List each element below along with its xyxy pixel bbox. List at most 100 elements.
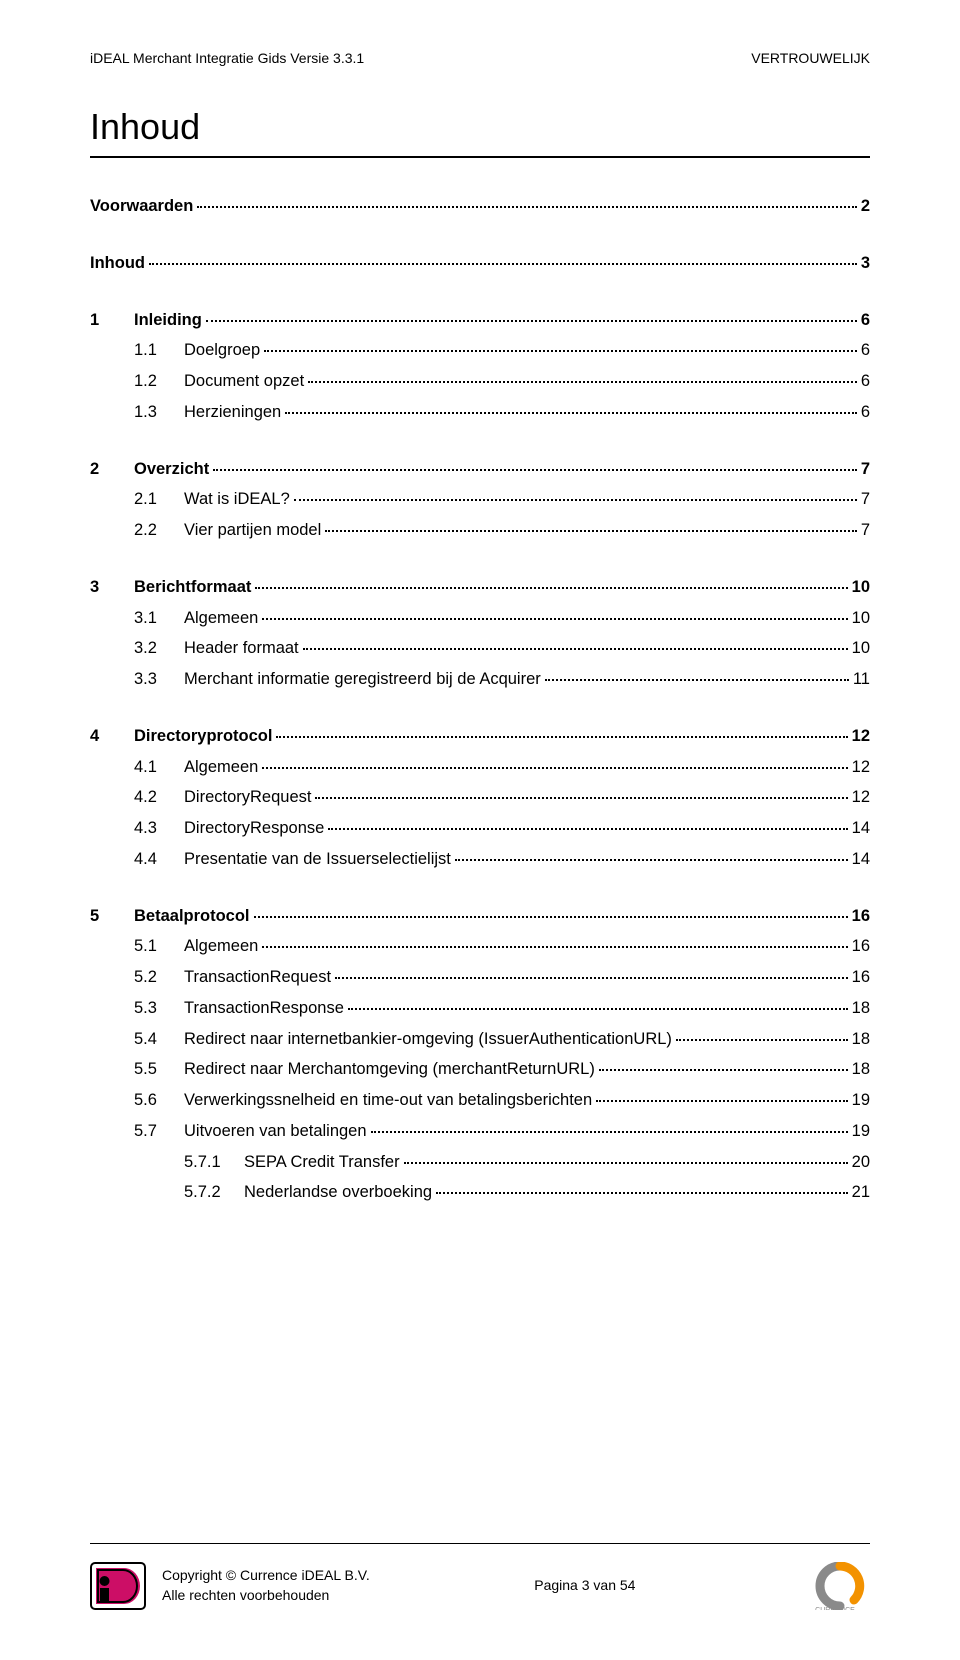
toc-entry-number: 2 bbox=[90, 457, 134, 482]
toc-entry-page: 6 bbox=[861, 369, 870, 394]
toc-entry-label: Voorwaarden bbox=[90, 194, 193, 219]
toc-entry-number: 5.5 bbox=[134, 1057, 184, 1082]
footer-row: Copyright © Currence iDEAL B.V. Alle rec… bbox=[90, 1562, 870, 1610]
header-left: iDEAL Merchant Integratie Gids Versie 3.… bbox=[90, 50, 364, 66]
toc-entry: 3.1Algemeen 10 bbox=[134, 606, 870, 631]
document-page: iDEAL Merchant Integratie Gids Versie 3.… bbox=[0, 0, 960, 1660]
toc-entry-page: 6 bbox=[861, 308, 870, 333]
toc-entry: 5.2TransactionRequest16 bbox=[134, 965, 870, 990]
page-title: Inhoud bbox=[90, 106, 870, 148]
toc-leader-dots bbox=[436, 1192, 848, 1194]
toc-entry: 4Directoryprotocol12 bbox=[90, 724, 870, 749]
toc-leader-dots bbox=[676, 1039, 848, 1041]
toc-leader-dots bbox=[294, 499, 857, 501]
toc-entry-number: 4.1 bbox=[134, 755, 184, 780]
toc-entry-label: SEPA Credit Transfer bbox=[244, 1150, 400, 1175]
toc-entry-page: 10 bbox=[852, 636, 870, 661]
toc-entry-page: 6 bbox=[861, 338, 870, 363]
toc-entry: 1.1Doelgroep 6 bbox=[134, 338, 870, 363]
toc-entry-page: 14 bbox=[852, 847, 870, 872]
toc-entry-number: 3 bbox=[90, 575, 134, 600]
toc-leader-dots bbox=[335, 977, 848, 979]
toc-entry-label: Inleiding bbox=[134, 308, 202, 333]
toc-entry-page: 10 bbox=[852, 606, 870, 631]
toc-entry-label: Wat is iDEAL? bbox=[184, 487, 290, 512]
toc-leader-dots bbox=[206, 320, 857, 322]
toc-entry-number: 5.3 bbox=[134, 996, 184, 1021]
ideal-logo-icon bbox=[90, 1562, 146, 1610]
toc-entry: 5.3TransactionResponse 18 bbox=[134, 996, 870, 1021]
toc-entry-page: 19 bbox=[852, 1088, 870, 1113]
footer-copyright: Copyright © Currence iDEAL B.V. bbox=[162, 1566, 370, 1586]
toc-leader-dots bbox=[213, 469, 857, 471]
page-footer: Copyright © Currence iDEAL B.V. Alle rec… bbox=[90, 1543, 870, 1610]
toc-entry-label: Algemeen bbox=[184, 606, 258, 631]
toc-entry-label: Verwerkingssnelheid en time-out van beta… bbox=[184, 1088, 592, 1113]
toc-leader-dots bbox=[348, 1008, 848, 1010]
toc-group-gap bbox=[90, 431, 870, 457]
toc-entry-page: 18 bbox=[852, 996, 870, 1021]
toc-entry-page: 21 bbox=[852, 1180, 870, 1205]
toc-entry: 1.3Herzieningen6 bbox=[134, 400, 870, 425]
toc-entry-label: TransactionResponse bbox=[184, 996, 344, 1021]
footer-rights: Alle rechten voorbehouden bbox=[162, 1586, 370, 1606]
toc-entry-number: 5.7.2 bbox=[184, 1180, 244, 1205]
toc-group-gap bbox=[90, 282, 870, 308]
toc-entry-label: TransactionRequest bbox=[184, 965, 331, 990]
toc-leader-dots bbox=[599, 1069, 848, 1071]
toc-leader-dots bbox=[303, 648, 848, 650]
toc-entry-label: Berichtformaat bbox=[134, 575, 251, 600]
toc-entry: 4.4Presentatie van de Issuerselectielijs… bbox=[134, 847, 870, 872]
footer-left: Copyright © Currence iDEAL B.V. Alle rec… bbox=[90, 1562, 370, 1610]
toc-leader-dots bbox=[262, 618, 847, 620]
toc-entry-page: 16 bbox=[852, 934, 870, 959]
currence-logo-icon: CURRENCE bbox=[800, 1562, 870, 1610]
toc-entry: 2Overzicht7 bbox=[90, 457, 870, 482]
toc-leader-dots bbox=[325, 530, 857, 532]
toc-entry-number: 5 bbox=[90, 904, 134, 929]
toc-leader-dots bbox=[455, 859, 848, 861]
toc-entry-page: 12 bbox=[852, 755, 870, 780]
toc-entry-label: Merchant informatie geregistreerd bij de… bbox=[184, 667, 541, 692]
toc-entry-number: 5.7.1 bbox=[184, 1150, 244, 1175]
toc-entry-number: 2.2 bbox=[134, 518, 184, 543]
toc-entry-number: 3.1 bbox=[134, 606, 184, 631]
toc-entry: 5.4Redirect naar internetbankier-omgevin… bbox=[134, 1027, 870, 1052]
page-header: iDEAL Merchant Integratie Gids Versie 3.… bbox=[90, 50, 870, 66]
toc-entry: Inhoud 3 bbox=[90, 251, 870, 276]
toc-entry-label: DirectoryResponse bbox=[184, 816, 324, 841]
toc-entry-label: Inhoud bbox=[90, 251, 145, 276]
toc-leader-dots bbox=[404, 1162, 848, 1164]
toc-group-gap bbox=[90, 878, 870, 904]
toc-entry-label: Doelgroep bbox=[184, 338, 260, 363]
toc-leader-dots bbox=[149, 263, 857, 265]
toc-entry-number: 4.4 bbox=[134, 847, 184, 872]
toc-leader-dots bbox=[315, 797, 847, 799]
toc-entry-page: 7 bbox=[861, 518, 870, 543]
toc-entry-number: 1.1 bbox=[134, 338, 184, 363]
toc-leader-dots bbox=[254, 916, 848, 918]
toc-entry-page: 3 bbox=[861, 251, 870, 276]
toc-entry-page: 19 bbox=[852, 1119, 870, 1144]
toc-leader-dots bbox=[262, 946, 847, 948]
footer-text: Copyright © Currence iDEAL B.V. Alle rec… bbox=[162, 1566, 370, 1605]
toc-entry: 5.6Verwerkingssnelheid en time-out van b… bbox=[134, 1088, 870, 1113]
toc-entry-number: 4.2 bbox=[134, 785, 184, 810]
toc-entry-label: Uitvoeren van betalingen bbox=[184, 1119, 367, 1144]
toc-entry: 4.3DirectoryResponse14 bbox=[134, 816, 870, 841]
toc-entry: 1Inleiding 6 bbox=[90, 308, 870, 333]
toc-entry: Voorwaarden2 bbox=[90, 194, 870, 219]
toc-entry-number: 1 bbox=[90, 308, 134, 333]
toc-entry-number: 3.2 bbox=[134, 636, 184, 661]
toc-leader-dots bbox=[264, 350, 857, 352]
toc-leader-dots bbox=[262, 767, 847, 769]
toc-entry-label: Algemeen bbox=[184, 755, 258, 780]
toc-leader-dots bbox=[255, 587, 847, 589]
svg-text:CURRENCE: CURRENCE bbox=[815, 1607, 855, 1610]
toc-entry-number: 4 bbox=[90, 724, 134, 749]
toc-entry-page: 12 bbox=[852, 785, 870, 810]
toc-leader-dots bbox=[596, 1100, 847, 1102]
toc-entry-label: Algemeen bbox=[184, 934, 258, 959]
toc-leader-dots bbox=[545, 679, 849, 681]
toc-entry: 2.1Wat is iDEAL?7 bbox=[134, 487, 870, 512]
